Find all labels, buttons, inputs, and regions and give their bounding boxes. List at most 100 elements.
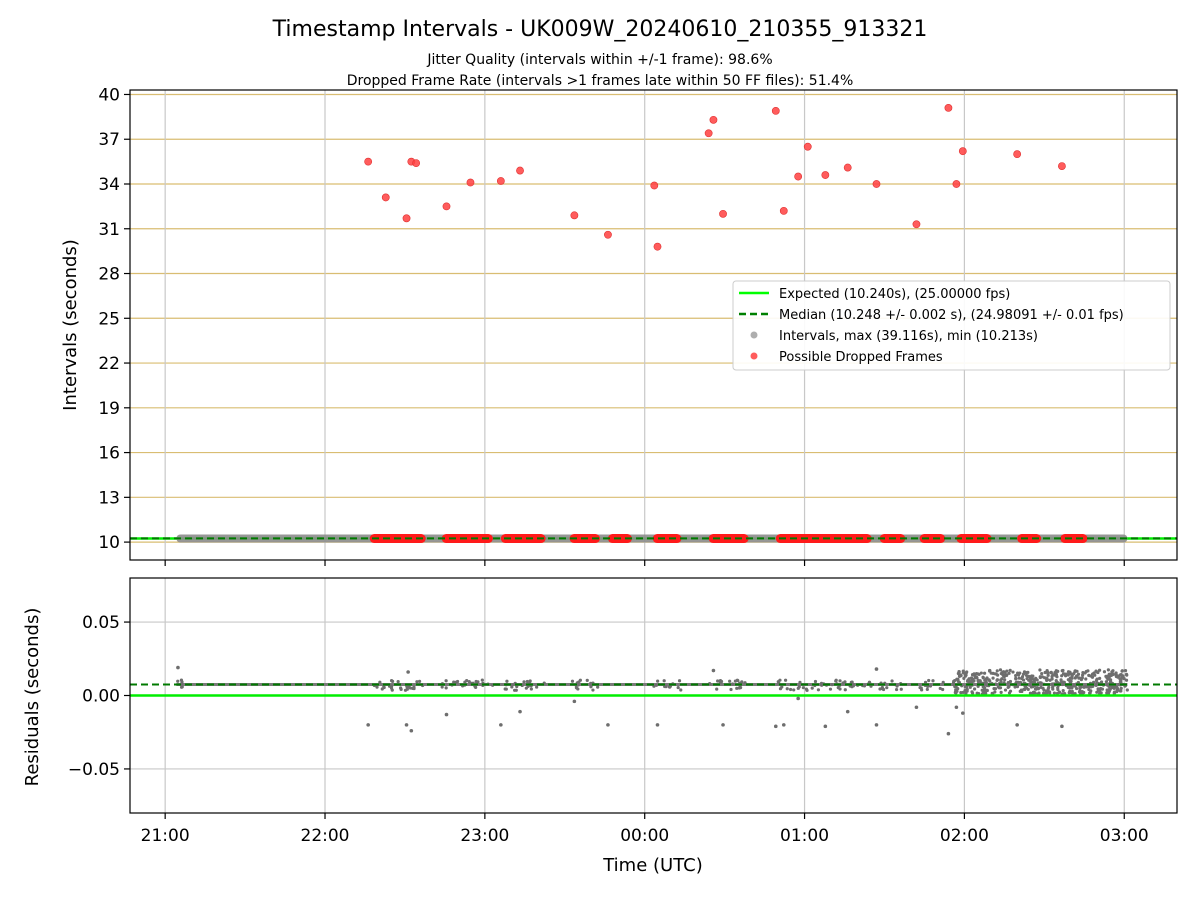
residual-point: [676, 685, 680, 690]
residual-point: [1040, 675, 1044, 679]
residual-point: [535, 685, 539, 689]
residual-point: [957, 680, 962, 685]
residual-point: [1119, 678, 1123, 682]
residual-point: [1106, 668, 1110, 672]
residual-point: [452, 680, 456, 684]
residual-point: [1072, 683, 1076, 687]
residual-point: [785, 687, 789, 691]
residual-point: [505, 679, 509, 683]
residual-point: [983, 688, 988, 692]
residual-point: [982, 671, 987, 675]
residual-outlier-point: [572, 699, 577, 704]
residual-point: [1024, 685, 1028, 689]
residual-point: [415, 680, 419, 684]
legend-dot-swatch: [750, 331, 758, 339]
residual-point: [965, 687, 969, 692]
residual-point: [1003, 688, 1008, 692]
residual-point: [1093, 673, 1097, 677]
residual-point: [1015, 685, 1020, 689]
residual-point: [1070, 689, 1074, 694]
dropped-frame-point: [496, 177, 505, 185]
residual-point: [1031, 690, 1035, 694]
legend: Expected (10.240s), (25.00000 fps) Median…: [732, 280, 1171, 371]
residual-point: [970, 690, 974, 694]
residual-point: [1049, 670, 1053, 674]
dropped-frame-point: [952, 180, 961, 188]
residual-point: [1029, 685, 1033, 689]
bottom-y-tick-label: 0.05: [82, 613, 120, 633]
residual-outlier-point: [954, 705, 959, 710]
residual-point: [526, 684, 530, 688]
residual-point: [1068, 686, 1072, 690]
residual-point: [1015, 671, 1020, 675]
dropped-frames-low-segment: [441, 534, 493, 544]
residual-point: [656, 679, 660, 683]
residual-outlier-point: [444, 712, 449, 717]
residual-point: [1041, 686, 1045, 690]
residual-point: [1095, 681, 1099, 686]
residual-point: [1044, 676, 1048, 680]
residual-outlier-point: [176, 665, 180, 670]
dropped-frame-point: [442, 202, 451, 211]
residual-point: [1100, 687, 1105, 691]
residual-point: [1003, 678, 1007, 682]
residual-point: [1061, 689, 1065, 693]
x-tick-label: 23:00: [460, 826, 509, 846]
top-plot-area: [130, 104, 1177, 544]
residual-point: [1047, 685, 1051, 689]
residual-point: [1054, 678, 1058, 683]
residual-point: [596, 685, 600, 689]
top-y-tick-label: 31: [98, 220, 120, 240]
residual-point: [1057, 690, 1061, 695]
x-tick-label: 22:00: [301, 826, 350, 846]
residual-point: [963, 685, 967, 689]
dropped-frame-point: [650, 181, 659, 190]
residual-point: [389, 679, 394, 683]
residual-point: [728, 679, 732, 683]
residual-outlier-point: [961, 711, 965, 715]
residual-point: [796, 686, 800, 690]
residual-point: [463, 680, 467, 684]
residual-point: [967, 677, 971, 681]
residual-point: [1021, 678, 1026, 682]
legend-box: [732, 280, 1171, 371]
residual-point: [1066, 670, 1071, 674]
residual-point: [1039, 681, 1043, 685]
intervals-panel: 10 13 16 19 22 25 28 31 34 37 40 Expected (10.240s)…: [98, 85, 1178, 566]
legend-label: Intervals, max (39.116s), min (10.213s): [779, 329, 1038, 344]
residual-outlier-point: [711, 668, 716, 673]
residual-outlier-point: [946, 731, 951, 736]
residual-point: [991, 676, 995, 680]
residual-point: [1088, 691, 1092, 695]
residual-point: [890, 679, 894, 683]
residual-point: [994, 672, 998, 676]
dropped-frame-point: [872, 180, 881, 188]
residual-point: [735, 686, 739, 690]
residual-point: [654, 683, 659, 687]
residual-point: [180, 680, 184, 684]
top-y-axis-label: Intervals (seconds): [60, 239, 81, 411]
residual-point: [813, 679, 818, 684]
residual-point: [399, 687, 403, 692]
residual-point: [954, 688, 958, 692]
dropped-frames-low-segment: [652, 534, 682, 544]
bottom-plot-area: [130, 665, 1177, 736]
residual-point: [1035, 686, 1039, 690]
residual-point: [1056, 687, 1060, 692]
residual-point: [895, 684, 899, 688]
residual-point: [677, 679, 682, 683]
dropped-frame-point: [958, 147, 967, 156]
dropped-frame-point: [466, 178, 475, 187]
residual-point: [529, 687, 533, 691]
legend-label: Expected (10.240s), (25.00000 fps): [779, 287, 1010, 302]
residual-point: [961, 669, 965, 673]
residual-point: [515, 684, 519, 689]
residual-point: [1008, 668, 1012, 672]
residual-point: [1018, 671, 1022, 675]
residual-point: [576, 687, 580, 691]
residual-point: [1075, 686, 1079, 691]
residual-point: [480, 678, 484, 682]
residual-outlier-point: [796, 696, 800, 701]
residual-point: [522, 680, 526, 684]
residual-point: [737, 686, 741, 690]
